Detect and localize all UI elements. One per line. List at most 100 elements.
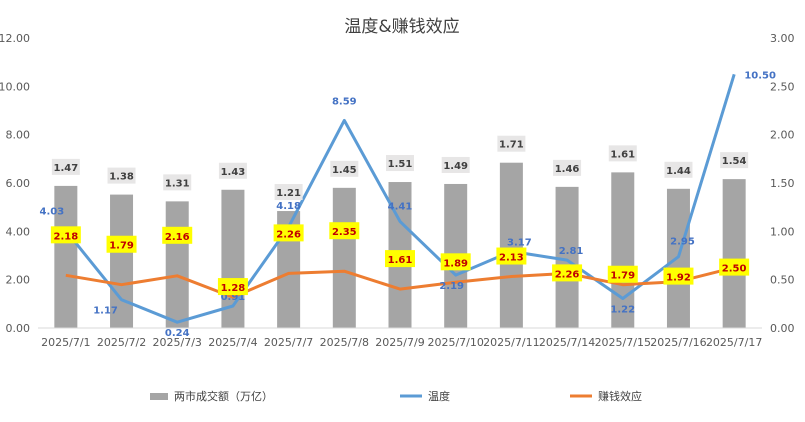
temp-value-label: 0.24 — [165, 328, 190, 339]
y-left-tick-label: 0.00 — [6, 322, 31, 335]
x-tick-label: 2025/7/2 — [97, 336, 146, 349]
earn-value-label: 2.26 — [555, 269, 580, 280]
earn-label-bg — [663, 267, 694, 285]
bar-label-bg — [218, 162, 247, 179]
y-right-tick-label: 1.00 — [770, 225, 795, 238]
bar-value-label: 1.71 — [499, 140, 524, 151]
series-line — [64, 73, 736, 324]
bar-label-bg — [664, 161, 693, 178]
y-left-tick-label: 6.00 — [6, 177, 31, 190]
x-tick-label: 2025/7/11 — [483, 336, 539, 349]
earn-value-label: 1.79 — [610, 271, 635, 282]
temp-value-label: 8.59 — [332, 96, 357, 107]
bar-value-label: 1.44 — [666, 166, 691, 177]
x-tick-label: 2025/7/8 — [320, 336, 369, 349]
temp-value-label: 10.50 — [744, 70, 776, 81]
x-tick-label: 2025/7/3 — [153, 336, 202, 349]
legend-label: 两市成交额（万亿） — [174, 389, 273, 403]
x-tick-label: 2025/7/1 — [41, 336, 90, 349]
x-tick-label: 2025/7/10 — [427, 336, 483, 349]
bar-series — [54, 162, 746, 328]
earn-value-label: 2.16 — [165, 232, 190, 243]
earn-label-bg — [719, 258, 750, 276]
legend-swatch — [150, 393, 168, 400]
y-right-tick-label: 2.00 — [770, 129, 795, 142]
bar-label-bg — [51, 158, 80, 175]
series-line — [65, 266, 735, 299]
earn-value-label: 2.50 — [722, 264, 747, 275]
x-tick-label: 2025/7/9 — [375, 336, 424, 349]
temp-value-label: 4.18 — [276, 201, 301, 212]
bar-label-bg — [330, 160, 359, 177]
earn-value-label: 2.13 — [499, 253, 524, 264]
y-right-tick-label: 2.50 — [770, 80, 795, 93]
bar-label-bg — [553, 159, 582, 176]
bar — [555, 186, 579, 328]
temp-value-label: 4.41 — [388, 201, 413, 212]
earn-value-label: 2.35 — [332, 227, 357, 238]
y-axis-left: 0.00 2.00 4.00 6.00 8.00 10.00 12.00 — [0, 32, 30, 335]
x-tick-label: 2025/7/17 — [706, 336, 762, 349]
bar-value-label: 1.49 — [443, 161, 468, 172]
legend-label: 赚钱效应 — [598, 389, 642, 403]
bar-value-label: 1.38 — [109, 172, 134, 183]
bar-label-bg — [441, 156, 470, 173]
temp-value-label: 1.22 — [610, 305, 635, 316]
line-series — [64, 73, 736, 324]
earn-label-bg — [162, 226, 193, 244]
x-tick-label: 2025/7/14 — [539, 336, 595, 349]
temp-value-label: 2.95 — [670, 237, 695, 248]
x-tick-label: 2025/7/4 — [208, 336, 257, 349]
bar — [722, 179, 746, 328]
chart-title: 温度&赚钱效应 — [344, 17, 459, 37]
bar-label-bg — [608, 145, 637, 162]
earn-label-bg — [217, 278, 248, 296]
x-tick-label: 2025/7/15 — [595, 336, 651, 349]
y-right-tick-label: 0.00 — [770, 322, 795, 335]
data-labels: 1.47 1.38 1.31 1.43 1.21 1.45 1.51 1.49 1.71 1.46… — [40, 70, 777, 339]
earn-value-label: 2.18 — [54, 231, 79, 242]
bar-value-label: 1.43 — [221, 167, 246, 178]
earn-value-label: 1.79 — [109, 241, 134, 252]
earn-label-bg — [552, 264, 583, 282]
bar — [165, 201, 189, 328]
bar-label-bg — [107, 167, 136, 184]
earn-label-bg — [329, 222, 360, 240]
y-left-tick-label: 12.00 — [0, 32, 30, 45]
earn-label-bg — [496, 247, 527, 265]
bar-label-bg — [720, 152, 749, 169]
bar-value-label: 1.61 — [610, 149, 635, 160]
earn-label-bg — [440, 253, 471, 271]
x-axis: 2025/7/1 2025/7/2 2025/7/3 2025/7/4 2025/7/7… — [38, 327, 762, 349]
y-right-tick-label: 3.00 — [770, 32, 795, 45]
x-tick-label: 2025/7/7 — [264, 336, 313, 349]
bar-label-bg — [163, 174, 192, 191]
bar-value-label: 1.51 — [388, 159, 413, 170]
y-right-tick-label: 1.50 — [770, 177, 795, 190]
bar-value-label: 1.45 — [332, 165, 357, 176]
temp-value-label: 0.91 — [221, 292, 246, 303]
earn-value-label: 1.92 — [666, 273, 691, 284]
earn-value-label: 1.89 — [443, 258, 468, 269]
y-left-tick-label: 8.00 — [6, 129, 31, 142]
earn-label-bg — [385, 250, 415, 268]
temp-value-label: 4.03 — [40, 207, 65, 218]
bar-value-label: 1.54 — [722, 156, 747, 167]
bar-value-label: 1.46 — [555, 164, 580, 175]
legend-label: 温度 — [428, 389, 450, 403]
x-tick-label: 2025/7/16 — [650, 336, 706, 349]
bar — [611, 172, 635, 328]
earn-value-label: 1.28 — [221, 283, 246, 294]
bar-value-label: 1.47 — [54, 163, 79, 174]
y-left-tick-label: 2.00 — [6, 274, 31, 287]
bar-value-label: 1.31 — [165, 178, 190, 189]
y-right-tick-label: 0.50 — [770, 274, 795, 287]
temp-value-label: 2.19 — [439, 281, 464, 292]
earn-value-label: 1.61 — [388, 255, 413, 266]
bar — [54, 185, 78, 328]
temp-value-label: 2.81 — [559, 246, 584, 257]
temp-value-label: 3.17 — [507, 237, 532, 248]
bar-label-bg — [274, 184, 303, 201]
y-axis-right: 0.00 0.50 1.00 1.50 2.00 2.50 3.00 — [770, 32, 795, 335]
